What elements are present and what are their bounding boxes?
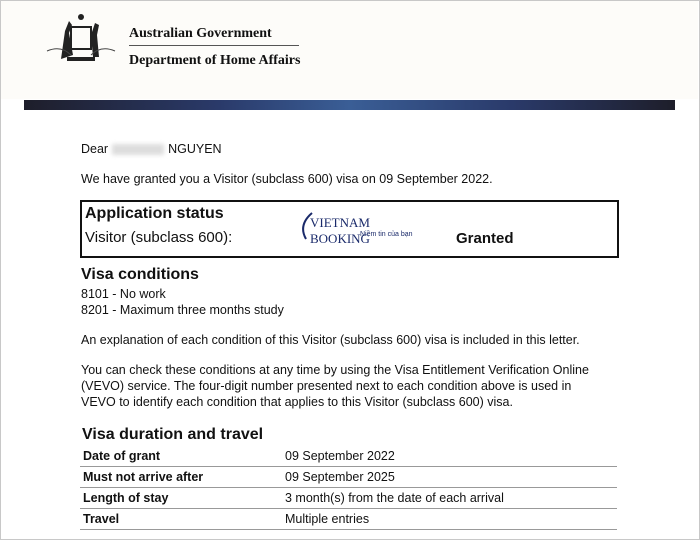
conditions-title: Visa conditions xyxy=(81,266,199,283)
condition-item: 8101 - No work xyxy=(81,287,166,301)
table-row: Must not arrive after 09 September 2025 xyxy=(80,466,617,488)
gov-title: Australian Government xyxy=(129,26,272,41)
explanation-text: An explanation of each condition of this… xyxy=(81,333,580,347)
visa-label: Visitor (subclass 600): xyxy=(85,229,233,246)
condition-item: 8201 - Maximum three months study xyxy=(81,303,284,317)
application-status-box: Application status Visitor (subclass 600… xyxy=(80,200,619,258)
intro-text: We have granted you a Visitor (subclass … xyxy=(81,172,493,186)
status-title: Application status xyxy=(85,205,224,222)
logo-swoosh-icon xyxy=(302,212,313,240)
dept-title: Department of Home Affairs xyxy=(129,53,301,68)
status-value: Granted xyxy=(456,230,514,247)
duration-table: Date of grant 09 September 2022 Must not … xyxy=(80,446,617,530)
salutation: Dear NGUYEN xyxy=(81,142,222,156)
table-row: Travel Multiple entries xyxy=(80,508,617,530)
watermark-logo: VIETNAM BOOKING Niềm tin của bạn xyxy=(298,209,428,246)
coat-of-arms-icon xyxy=(46,14,116,61)
vevo-text-line: VEVO to identify each condition that app… xyxy=(81,395,513,409)
redacted-name xyxy=(112,144,165,156)
vevo-text-line: (VEVO) service. The four-digit number pr… xyxy=(81,379,572,393)
divider xyxy=(129,45,299,46)
duration-title: Visa duration and travel xyxy=(82,426,264,443)
letterhead: Australian Government Department of Home… xyxy=(1,1,698,99)
table-row: Length of stay 3 month(s) from the date o… xyxy=(80,487,617,509)
vevo-text-line: You can check these conditions at any ti… xyxy=(81,363,589,377)
table-row: Date of grant 09 September 2022 xyxy=(80,446,617,467)
header-band xyxy=(24,100,675,110)
